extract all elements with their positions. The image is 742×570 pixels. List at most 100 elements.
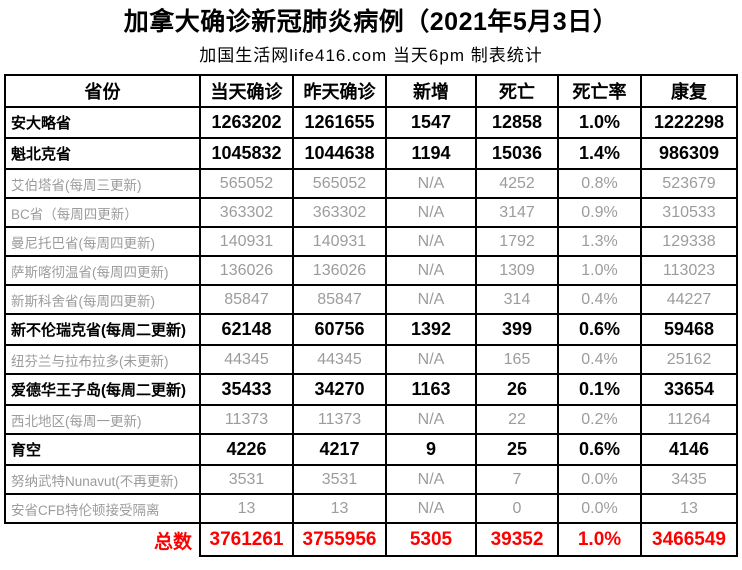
- today-cell: 4226: [199, 433, 294, 466]
- today-cell: 565052: [199, 168, 294, 199]
- recovered-cell: 113023: [640, 255, 738, 286]
- province-cell: 艾伯塔省(每周三更新): [4, 168, 201, 199]
- province-cell: 新斯科舍省(每周四更新): [4, 284, 201, 315]
- deaths-cell: 1309: [475, 255, 559, 286]
- deaths-cell: 314: [475, 284, 559, 315]
- recovered-cell: 129338: [640, 226, 738, 257]
- today-cell: 11373: [199, 404, 294, 435]
- recovered-cell: 3466549: [640, 522, 738, 557]
- province-cell: 安省CFB特伦顿接受隔离: [4, 493, 201, 524]
- death-rate-cell: 0.6%: [557, 433, 642, 466]
- province-cell: 魁北克省: [4, 137, 201, 170]
- new-cell: N/A: [385, 168, 477, 199]
- recovered-cell: 1222298: [640, 106, 738, 139]
- today-cell: 3761261: [199, 522, 294, 557]
- death-rate-cell: 0.2%: [557, 404, 642, 435]
- death-rate-cell: 0.1%: [557, 373, 642, 406]
- yesterday-cell: 363302: [292, 197, 387, 228]
- deaths-cell: 7: [475, 464, 559, 495]
- table-row: BC省（每周四更新） 363302 363302 N/A 3147 0.9% 310533: [4, 197, 738, 228]
- new-cell: N/A: [385, 404, 477, 435]
- death-rate-cell: 1.4%: [557, 137, 642, 170]
- table-header-row: 省份 当天确诊 昨天确诊 新增 死亡 死亡率 康复: [4, 74, 738, 108]
- recovered-cell: 59468: [640, 313, 738, 346]
- page-subtitle: 加国生活网life416.com 当天6pm 制表统计: [199, 46, 543, 65]
- deaths-cell: 4252: [475, 168, 559, 199]
- yesterday-cell: 1261655: [292, 106, 387, 139]
- recovered-cell: 44227: [640, 284, 738, 315]
- yesterday-cell: 1044638: [292, 137, 387, 170]
- table-row: 魁北克省 1045832 1044638 1194 15036 1.4% 986309: [4, 137, 738, 170]
- death-rate-cell: 1.3%: [557, 226, 642, 257]
- new-cell: N/A: [385, 493, 477, 524]
- recovered-cell: 3435: [640, 464, 738, 495]
- today-cell: 1045832: [199, 137, 294, 170]
- deaths-cell: 25: [475, 433, 559, 466]
- new-cell: N/A: [385, 226, 477, 257]
- new-cell: N/A: [385, 284, 477, 315]
- recovered-cell: 523679: [640, 168, 738, 199]
- today-cell: 85847: [199, 284, 294, 315]
- recovered-cell: 13: [640, 493, 738, 524]
- table-row: 曼尼托巴省(每周四更新) 140931 140931 N/A 1792 1.3% 12933…: [4, 226, 738, 257]
- today-cell: 13: [199, 493, 294, 524]
- deaths-cell: 399: [475, 313, 559, 346]
- column-header-deaths: 死亡: [475, 74, 559, 108]
- deaths-cell: 39352: [475, 522, 559, 557]
- today-cell: 62148: [199, 313, 294, 346]
- deaths-cell: 3147: [475, 197, 559, 228]
- province-cell: 西北地区(每周一更新): [4, 404, 201, 435]
- yesterday-cell: 13: [292, 493, 387, 524]
- deaths-cell: 26: [475, 373, 559, 406]
- today-cell: 140931: [199, 226, 294, 257]
- column-header-new-cases: 新增: [385, 74, 477, 108]
- new-cell: 5305: [385, 522, 477, 557]
- column-header-death-rate: 死亡率: [557, 74, 642, 108]
- table-row: 努纳武特Nunavut(不再更新) 3531 3531 N/A 7 0.0% 3435: [4, 464, 738, 495]
- death-rate-cell: 1.0%: [557, 255, 642, 286]
- yesterday-cell: 140931: [292, 226, 387, 257]
- deaths-cell: 1792: [475, 226, 559, 257]
- table-row: 新斯科舍省(每周四更新) 85847 85847 N/A 314 0.4% 44227: [4, 284, 738, 315]
- column-header-province: 省份: [4, 74, 201, 108]
- column-header-recovered: 康复: [640, 74, 738, 108]
- today-cell: 363302: [199, 197, 294, 228]
- today-cell: 35433: [199, 373, 294, 406]
- new-cell: N/A: [385, 255, 477, 286]
- death-rate-cell: 0.8%: [557, 168, 642, 199]
- table-row: 育空 4226 4217 9 25 0.6% 4146: [4, 433, 738, 466]
- death-rate-cell: 0.4%: [557, 284, 642, 315]
- province-cell: 安大略省: [4, 106, 201, 139]
- recovered-cell: 986309: [640, 137, 738, 170]
- today-cell: 44345: [199, 344, 294, 375]
- recovered-cell: 4146: [640, 433, 738, 466]
- column-header-yesterday-confirmed: 昨天确诊: [292, 74, 387, 108]
- deaths-cell: 15036: [475, 137, 559, 170]
- province-cell: BC省（每周四更新）: [4, 197, 201, 228]
- yesterday-cell: 11373: [292, 404, 387, 435]
- deaths-cell: 165: [475, 344, 559, 375]
- table-row: 爱德华王子岛(每周二更新) 35433 34270 1163 26 0.1% 33654: [4, 373, 738, 406]
- covid-cases-table: 省份 当天确诊 昨天确诊 新增 死亡 死亡率 康复 安大略省 1263202 126…: [4, 74, 738, 557]
- new-cell: 1547: [385, 106, 477, 139]
- new-cell: N/A: [385, 464, 477, 495]
- province-cell: 曼尼托巴省(每周四更新): [4, 226, 201, 257]
- new-cell: N/A: [385, 344, 477, 375]
- covid-report-page: 加拿大确诊新冠肺炎病例（2021年5月3日） 加国生活网life416.com …: [4, 8, 738, 557]
- today-cell: 3531: [199, 464, 294, 495]
- deaths-cell: 12858: [475, 106, 559, 139]
- yesterday-cell: 85847: [292, 284, 387, 315]
- new-cell: 9: [385, 433, 477, 466]
- table-body: 安大略省 1263202 1261655 1547 12858 1.0% 1222298 魁北…: [4, 106, 738, 557]
- province-cell: 纽芬兰与拉布拉多(未更新): [4, 344, 201, 375]
- death-rate-cell: 0.0%: [557, 464, 642, 495]
- yesterday-cell: 565052: [292, 168, 387, 199]
- recovered-cell: 25162: [640, 344, 738, 375]
- table-row: 艾伯塔省(每周三更新) 565052 565052 N/A 4252 0.8% 523679: [4, 168, 738, 199]
- yesterday-cell: 4217: [292, 433, 387, 466]
- yesterday-cell: 3755956: [292, 522, 387, 557]
- death-rate-cell: 0.6%: [557, 313, 642, 346]
- table-row: 安省CFB特伦顿接受隔离 13 13 N/A 0 0.0% 13: [4, 493, 738, 524]
- yesterday-cell: 34270: [292, 373, 387, 406]
- new-cell: N/A: [385, 197, 477, 228]
